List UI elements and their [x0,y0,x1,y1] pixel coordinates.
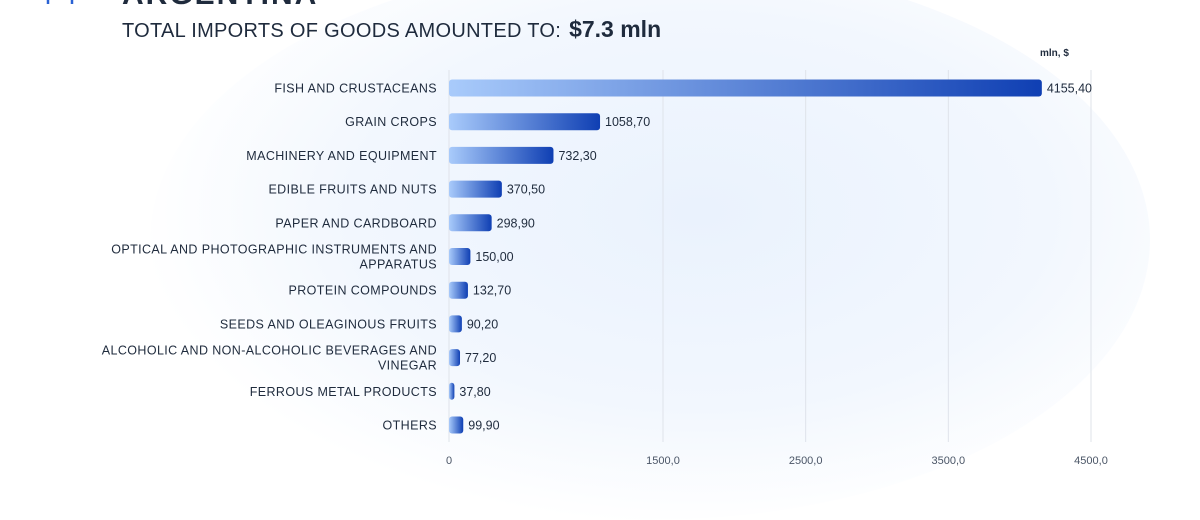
category-label: VINEGAR [378,359,437,373]
subtitle-total: $7.3 mln [569,16,662,42]
bar [449,416,464,434]
category-label: EDIBLE FRUITS AND NUTS [268,183,437,197]
x-tick-label: 3500,0 [932,455,966,467]
value-label: 298,90 [497,216,535,230]
x-tick-label: 4500,0 [1074,455,1108,467]
category-label: ALCOHOLIC AND NON-ALCOHOLIC BEVERAGES AN… [102,344,437,358]
x-tick-label: 0 [446,455,452,467]
category-label: SEEDS AND OLEAGINOUS FRUITS [220,317,437,331]
value-label: 370,50 [507,183,545,197]
chart-subtitle: TOTAL IMPORTS OF GOODS AMOUNTED TO: $7.3 … [122,16,661,43]
value-label: 90,20 [467,317,498,331]
bar [449,248,471,265]
country-title: ARGENTINA [122,0,318,12]
bar [449,349,461,367]
value-label: 99,90 [468,419,499,433]
logo-icon [46,0,74,4]
value-label: 732,30 [558,149,596,163]
value-label: 150,00 [475,250,513,264]
value-label: 4155,40 [1047,82,1092,96]
category-label: FERROUS METAL PRODUCTS [250,385,437,399]
unit-label: mln, $ [1040,48,1069,59]
value-label: 1058,70 [605,115,650,129]
bar [449,281,468,299]
category-label: PAPER AND CARDBOARD [275,216,437,230]
value-label: 37,80 [459,385,490,399]
bar [449,315,462,333]
category-label: GRAIN CROPS [345,115,437,129]
x-tick-label: 2500,0 [789,455,823,467]
bar [449,214,492,232]
x-tick-label: 1500,0 [646,455,680,467]
subtitle-prefix: TOTAL IMPORTS OF GOODS AMOUNTED TO: [122,20,562,42]
category-label: FISH AND CRUSTACEANS [274,82,437,96]
bar-chart: 4155,40 FISH AND CRUSTACEANS 1058,70 GRAIN … [102,70,1108,467]
bar [449,382,455,400]
category-label: APPARATUS [360,258,437,272]
category-label: OTHERS [383,419,438,433]
value-label: 77,20 [465,351,496,365]
category-label: MACHINERY AND EQUIPMENT [246,149,437,163]
bar [449,113,601,131]
category-label: OPTICAL AND PHOTOGRAPHIC INSTRUMENTS AND [111,243,437,257]
bar [449,146,554,164]
category-label: PROTEIN COMPOUNDS [289,284,437,298]
bar [449,180,502,198]
bar [449,79,1042,97]
value-label: 132,70 [473,284,511,298]
